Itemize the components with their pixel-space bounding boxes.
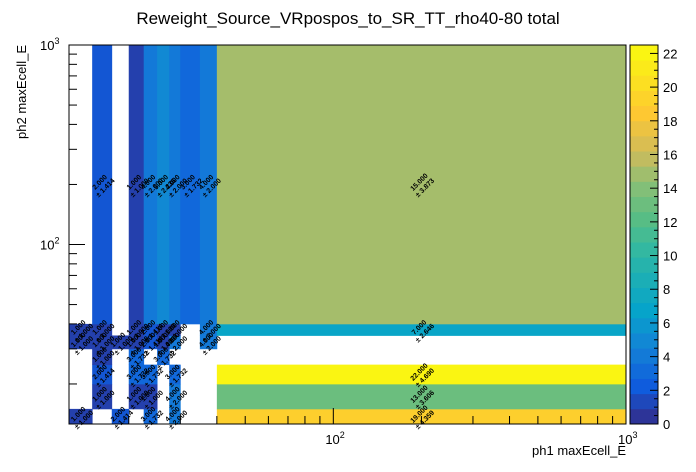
palette-band xyxy=(630,333,658,349)
heatmap-cell xyxy=(143,408,158,425)
color-palette xyxy=(630,45,658,425)
palette-band xyxy=(630,408,658,425)
heatmap-cell xyxy=(128,45,145,325)
palette-tick-label: 10 xyxy=(663,249,677,264)
palette-tick-label: 6 xyxy=(663,316,670,331)
palette-tick-label: 18 xyxy=(663,114,677,129)
y-axis-title: ph2 maxEcell_E xyxy=(14,45,29,139)
palette-band xyxy=(630,378,658,395)
heatmap-cell xyxy=(143,335,158,350)
palette-band xyxy=(630,166,658,182)
heatmap-cell xyxy=(216,364,627,385)
heatmap-cell xyxy=(128,364,145,385)
heatmap-cell xyxy=(169,335,181,350)
palette-tick-label: 16 xyxy=(663,147,677,162)
heatmap-cell xyxy=(69,335,93,350)
heatmap-cell xyxy=(92,323,113,336)
heatmap-cell xyxy=(180,45,201,325)
heatmap-cell xyxy=(169,383,181,410)
palette-band xyxy=(630,226,658,243)
x-tick-label: 102 xyxy=(325,430,344,447)
heatmap-cell xyxy=(92,45,113,325)
heatmap-cell xyxy=(92,383,113,410)
heatmap-cell xyxy=(128,383,145,410)
heatmap-cell xyxy=(69,323,93,336)
palette-tick-label: 22 xyxy=(663,46,677,61)
palette-band xyxy=(630,105,658,122)
y-tick-label: 103 xyxy=(40,36,59,53)
heatmap-cell xyxy=(143,383,158,410)
heatmap-cell xyxy=(69,408,93,425)
heatmap-cell xyxy=(92,335,113,350)
heatmap-cell xyxy=(92,348,113,366)
palette-band xyxy=(630,151,658,167)
heatmap-cell xyxy=(199,45,218,325)
palette-tick-label: 20 xyxy=(663,80,677,95)
heatmap-cell xyxy=(199,323,218,336)
palette-band xyxy=(630,393,658,410)
heatmap-cell xyxy=(92,364,113,385)
heatmap-cell xyxy=(157,335,170,350)
palette-band xyxy=(630,75,658,91)
heatmap-cells xyxy=(69,45,627,425)
palette-band xyxy=(630,348,658,364)
heatmap-cell xyxy=(128,335,145,350)
heatmap-cell xyxy=(169,364,181,385)
heatmap-cell xyxy=(216,45,627,325)
palette-band xyxy=(630,242,658,258)
heatmap-cell xyxy=(143,323,158,336)
palette-ticks: 0 2 4 6 8 10 12 14 16 18 20 22 xyxy=(650,46,677,432)
palette-band xyxy=(630,90,658,107)
palette-band xyxy=(630,60,658,76)
heatmap-cell xyxy=(169,45,181,325)
palette-band xyxy=(630,45,658,61)
palette-band xyxy=(630,257,658,273)
heatmap-cell xyxy=(143,45,158,325)
heatmap-cell xyxy=(128,323,145,336)
x-axis-title: ph1 maxEcell_E xyxy=(532,443,626,458)
palette-frame xyxy=(629,44,659,425)
heatmap-cell xyxy=(111,335,130,350)
palette-band xyxy=(630,302,658,319)
heatmap-cell xyxy=(199,335,218,350)
heatmap-cell xyxy=(169,408,181,425)
heatmap-cell xyxy=(111,408,130,425)
palette-band xyxy=(630,211,658,228)
palette-band xyxy=(630,317,658,334)
palette-tick-label: 0 xyxy=(663,417,670,432)
chart-title: Reweight_Source_VRpospos_to_SR_TT_rho40-… xyxy=(136,9,559,28)
palette-band xyxy=(630,181,658,197)
palette-tick-label: 8 xyxy=(663,282,670,297)
heatmap-cell xyxy=(169,323,181,336)
palette-band xyxy=(630,135,658,152)
heatmap-cell xyxy=(157,45,170,325)
heatmap-cell xyxy=(216,383,627,410)
plot-frame xyxy=(68,44,627,425)
palette-tick-label: 12 xyxy=(663,215,677,230)
heatmap-cell xyxy=(143,364,158,385)
y-tick-label: 102 xyxy=(40,236,59,253)
palette-tick-label: 14 xyxy=(663,181,677,196)
heatmap-cell xyxy=(157,348,170,366)
palette-band xyxy=(630,287,658,304)
heatmap-cell xyxy=(157,323,170,336)
palette-band xyxy=(630,120,658,137)
heatmap-cell-labels: 1.000± 1.000 2.000± 1.414 3.000± 1.732 4.00… xyxy=(70,173,436,431)
heatmap-cell xyxy=(216,323,627,336)
heatmap-cell xyxy=(128,348,145,366)
palette-tick-label: 4 xyxy=(663,350,670,365)
palette-tick-label: 2 xyxy=(663,383,670,398)
palette-band xyxy=(630,196,658,213)
palette-band xyxy=(630,363,658,379)
palette-band xyxy=(630,272,658,288)
